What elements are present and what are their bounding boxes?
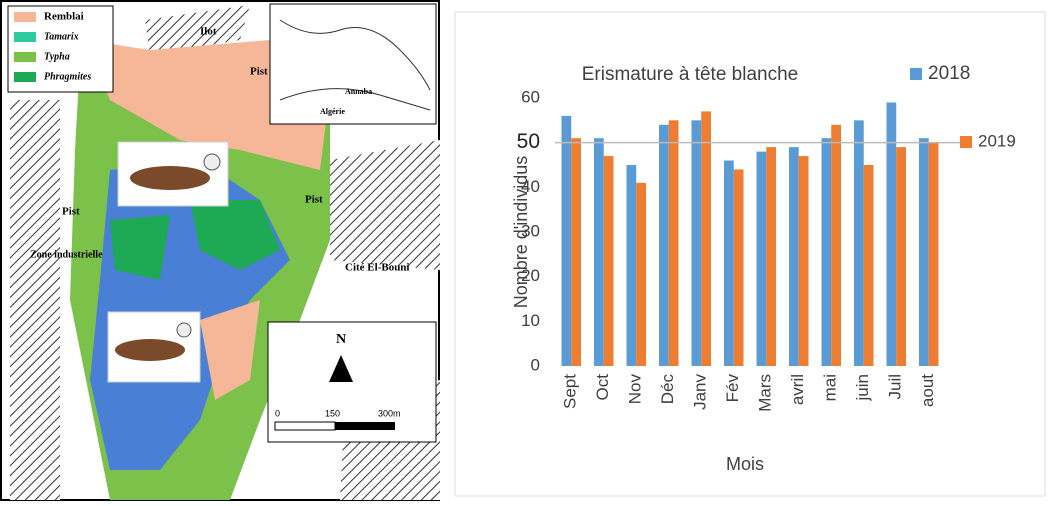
scale-label: 300m	[378, 408, 401, 418]
map: Remblai Tamarix Typha Phragmites Annaba …	[0, 0, 440, 501]
bar	[831, 124, 841, 366]
legend-label: Phragmites	[44, 71, 91, 82]
duck-image	[176, 322, 192, 338]
scale-bar	[335, 422, 395, 430]
bar	[733, 169, 744, 366]
hatched-zone	[145, 5, 250, 55]
y-tick-label: 50	[517, 130, 540, 153]
x-tick-label: Mars	[756, 374, 775, 412]
bar	[594, 138, 604, 366]
inset-label: Algérie	[320, 107, 345, 116]
map-label: Cité El-Bouni	[345, 262, 409, 274]
y-tick-label: 60	[521, 87, 540, 106]
remblai-area	[200, 300, 260, 400]
x-tick-label: avril	[788, 374, 807, 405]
bar	[821, 138, 832, 366]
legend-label: Tamarix	[44, 31, 79, 42]
scale-label: 0	[275, 408, 280, 418]
chart-frame	[454, 11, 1046, 497]
bar	[928, 142, 939, 366]
x-axis-label: Mois	[726, 454, 764, 474]
map-label: Pist	[250, 66, 268, 78]
legend-label: 2019	[978, 131, 1016, 150]
y-tick-label: 20	[521, 266, 540, 285]
bar	[561, 115, 572, 366]
x-tick-label: Janv	[691, 374, 710, 410]
legend-label: Remblai	[44, 11, 84, 23]
legend-swatch	[14, 72, 36, 82]
x-tick-label: Fév	[723, 374, 742, 403]
hatched-zone	[10, 100, 60, 500]
duck-image	[130, 166, 210, 190]
bar	[668, 120, 679, 366]
phragmites-area	[110, 215, 170, 280]
legend-swatch	[14, 12, 36, 22]
y-tick-label: 10	[521, 311, 540, 330]
map-label: Pist	[305, 194, 323, 206]
bar	[724, 160, 734, 366]
y-tick-label: 0	[531, 355, 540, 374]
y-axis-label: Nombre d'individus	[511, 156, 531, 309]
inset-map	[269, 3, 437, 125]
bar	[886, 102, 897, 366]
north-label: N	[336, 332, 346, 347]
bar	[766, 147, 776, 366]
bar	[603, 156, 614, 366]
legend-swatch	[14, 32, 36, 42]
x-tick-label: Déc	[658, 374, 677, 405]
x-tick-label: juin	[853, 374, 872, 401]
chart-title: Erismature à tête blanche	[582, 64, 799, 85]
bar	[863, 165, 874, 366]
x-tick-label: Juil	[886, 374, 905, 400]
remblai-area	[85, 40, 330, 170]
bar	[701, 111, 711, 367]
bar	[636, 182, 646, 366]
bar	[919, 138, 929, 366]
hatched-zone	[330, 140, 440, 270]
legend-swatch	[14, 52, 36, 62]
legend-label: Typha	[44, 51, 70, 62]
bar	[756, 151, 767, 366]
map-label: Ilot	[200, 26, 217, 38]
x-tick-label: aout	[918, 374, 937, 407]
bar	[691, 120, 702, 366]
x-tick-label: Sept	[561, 374, 580, 409]
bar	[854, 120, 864, 366]
scale-label: 150	[325, 408, 340, 418]
x-tick-label: mai	[821, 374, 840, 401]
x-tick-label: Oct	[593, 374, 612, 401]
map-label: Zone industrielle	[30, 249, 103, 260]
y-tick-label: 30	[521, 221, 540, 240]
bar	[626, 165, 637, 366]
y-tick-label: 40	[521, 177, 540, 196]
duck-image	[115, 339, 185, 361]
bar	[896, 147, 906, 366]
x-tick-label: Nov	[626, 374, 645, 405]
bar	[659, 124, 669, 366]
bar	[571, 138, 581, 366]
bar	[789, 147, 799, 366]
legend-swatch	[910, 68, 922, 80]
inset-label: Annaba	[345, 87, 372, 96]
map-label: Pist	[62, 206, 80, 218]
bar	[798, 156, 809, 366]
north-arrow	[329, 355, 353, 382]
scale-bar	[274, 421, 336, 431]
legend-swatch	[960, 136, 972, 148]
legend-label: 2018	[928, 63, 970, 84]
coastline	[279, 19, 431, 111]
phragmites-area	[190, 200, 280, 270]
duck-image	[203, 153, 221, 171]
